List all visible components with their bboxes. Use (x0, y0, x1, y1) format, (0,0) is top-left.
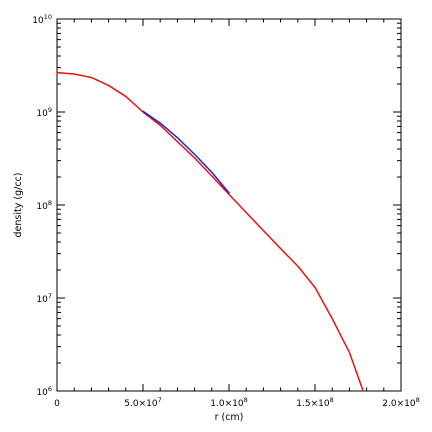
y-tick-label: 106 (36, 385, 52, 398)
x-tick-label: 2.0×108 (382, 396, 419, 409)
x-tick-label: 0 (54, 399, 60, 409)
y-axis: 106 107 108 109 1010 (32, 13, 401, 398)
x-axis: 0 5.0×107 1.0×108 1.5×108 2.0×108 (54, 19, 420, 409)
x-tick-label: 5.0×107 (124, 396, 161, 409)
series-line-1 (56, 71, 364, 392)
series-line-2 (142, 110, 230, 194)
plot-frame (56, 18, 402, 392)
y-tick-label: 109 (36, 106, 52, 119)
y-tick-label: 108 (36, 199, 52, 212)
x-tick-label: 1.5×108 (296, 396, 333, 409)
y-tick-label: 1010 (32, 13, 52, 26)
x-axis-label: r (cm) (215, 412, 244, 423)
series-layer (56, 71, 364, 392)
x-tick-label: 1.0×108 (210, 396, 247, 409)
y-axis-label: density (g/cc) (13, 173, 24, 238)
y-tick-label: 107 (36, 292, 52, 305)
